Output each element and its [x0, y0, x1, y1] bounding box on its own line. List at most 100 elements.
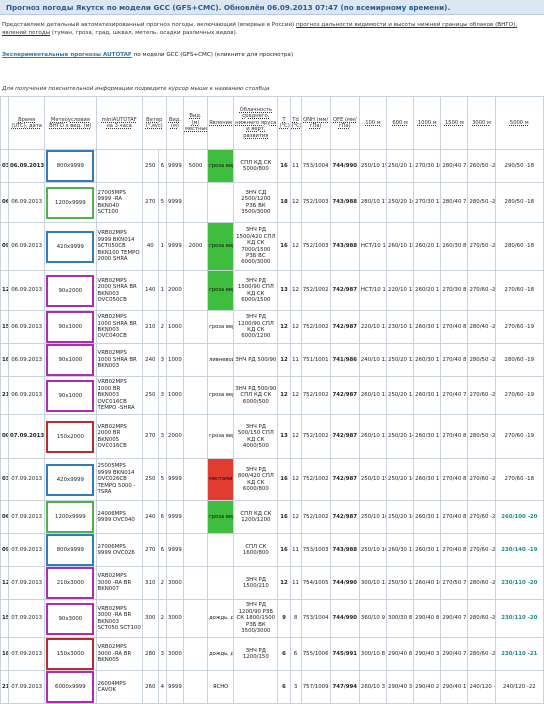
wind-level-cell: 270/40 8 — [440, 343, 469, 377]
met-box[interactable]: 420x9999 — [46, 463, 95, 496]
met-box[interactable]: 6000x9999 — [46, 671, 95, 703]
phenomenon-cell: гроза вер.40% местами ливневой дождь, ды… — [207, 310, 235, 344]
met-box[interactable]: 800x9999 — [46, 534, 95, 566]
col-header[interactable] — [0, 96, 10, 150]
visibility-local-cell — [182, 637, 209, 671]
col-header[interactable]: Вид. (м) — [165, 96, 184, 150]
taf-cell — [95, 149, 143, 183]
phenomenon-cell: дождь, дымка — [207, 637, 235, 671]
dewpoint-cell: 8 — [289, 599, 302, 638]
temp-cell: 13 — [277, 414, 291, 459]
wind-level-cell: 230/140 -19 — [494, 533, 544, 567]
phenomenon-cell: гроза вер.40% местами ливневой дождь, ды… — [207, 270, 235, 311]
met-cell: 90x1000 — [44, 376, 97, 415]
col-header[interactable]: Облачность среднего, нижнего яруса и вер… — [233, 96, 279, 150]
col-header[interactable]: Метеоусловия ВНГО x вид. (м) — [44, 96, 97, 150]
col-header[interactable]: 1500 м — [440, 96, 469, 150]
met-box[interactable]: 1200x9999 — [46, 501, 95, 533]
wind-speed-cell: 3 — [157, 637, 167, 671]
qfe-cell: 742/987 — [329, 500, 360, 534]
taf-cell: VRB02MPS 3000 -RA BR BKN007 — [95, 566, 143, 600]
cloud-cell: СПЛ СК 1600/800 — [233, 533, 279, 567]
date-cell: 07.09.2013 — [8, 670, 46, 704]
hour-cell: 18 — [0, 343, 10, 377]
met-cell: 150x3000 — [44, 637, 97, 671]
wind-dir-cell: 250 — [141, 376, 159, 415]
met-box[interactable]: 800x9999 — [46, 150, 95, 182]
wind-level-cell: 230/110 -20 — [494, 566, 544, 600]
visibility-local-cell — [182, 376, 209, 415]
col-header[interactable]: 5000 м — [494, 96, 544, 150]
wind-level-cell: 250/20 12 — [386, 376, 415, 415]
col-header[interactable]: Ветер (°,м/с) — [141, 96, 167, 150]
met-box[interactable]: 90x3000 — [46, 602, 95, 635]
col-header[interactable]: 3000 м — [467, 96, 496, 150]
qfe-cell: 742/987 — [329, 458, 360, 501]
wind-level-cell: 290/40 3 — [413, 637, 442, 671]
col-header[interactable]: 600 м — [386, 96, 415, 150]
qfe-cell: 747/994 — [329, 670, 360, 704]
intro-link-phenomena[interactable]: , явлений погоды — [2, 22, 518, 36]
dewpoint-cell: 12 — [289, 458, 302, 501]
phenomenon-cell — [207, 566, 235, 600]
wind-level-cell: 290/50 -18 — [494, 149, 544, 183]
qfe-cell: 742/987 — [329, 414, 360, 459]
wind-level-cell: 260/10 13 — [358, 376, 388, 415]
intro-link-visibility[interactable]: прогноз дальности видимости и высоты ниж… — [295, 22, 516, 28]
met-box[interactable]: 420x9999 — [46, 230, 95, 263]
col-header[interactable]: Явление — [207, 96, 235, 150]
qfe-cell: 743/988 — [329, 222, 360, 271]
col-header[interactable]: miniAUTOTAF на 3 часа — [95, 96, 143, 150]
hour-cell: 15 — [0, 310, 10, 344]
met-box[interactable]: 210x3000 — [46, 567, 95, 599]
met-box[interactable]: 150x3000 — [46, 638, 95, 670]
date-cell: 06.09.2013 — [8, 149, 46, 183]
met-box[interactable]: 150x2000 — [46, 420, 95, 453]
date-cell: 07.09.2013 — [8, 458, 46, 501]
cloud-cell: СПЛ КД СК 1200/1200 — [233, 500, 279, 534]
temp-cell: 12 — [277, 376, 291, 415]
cloud-cell: ЗНЧ РД 500/90 — [233, 343, 279, 377]
visibility-local-cell: 2000 — [182, 222, 209, 271]
wind-level-cell: 260/10 13 — [358, 414, 388, 459]
wind-speed-cell: 5 — [157, 458, 167, 501]
hour-cell: 12 — [0, 270, 10, 311]
wind-level-cell: 270/60 -18 — [494, 270, 544, 311]
wind-level-cell: 260/30 11 — [413, 500, 442, 534]
temp-cell: 13 — [277, 270, 291, 311]
col-header[interactable]: 100 м — [358, 96, 388, 150]
met-cell: 1200x9999 — [44, 500, 97, 534]
dewpoint-cell: 11 — [289, 149, 302, 183]
col-header[interactable]: 1000 м — [413, 96, 442, 150]
wind-level-cell: 230/110 -21 — [494, 637, 544, 671]
met-box[interactable]: 90x1000 — [46, 311, 95, 343]
wind-level-cell: 270/40 8 — [440, 533, 469, 567]
wind-level-cell: 260/30 13 — [386, 533, 415, 567]
col-header[interactable]: Вид. (м) местные* — [182, 96, 209, 150]
met-box[interactable]: 90x2000 — [46, 274, 95, 307]
hour-cell: 09 — [0, 222, 10, 271]
temp-cell: 16 — [277, 500, 291, 534]
cloud-cell: СПЛ КД СК 5000/800 — [233, 149, 279, 183]
qnh-cell: 751/1001 — [300, 343, 331, 377]
wind-level-cell: НСТ/10 16 — [358, 222, 388, 271]
qfe-cell: 742/987 — [329, 270, 360, 311]
hour-cell: 12 — [0, 566, 10, 600]
date-cell: 07.09.2013 — [8, 533, 46, 567]
wind-level-cell: 290/40 8 — [413, 599, 442, 638]
col-header[interactable]: Время (UTC), дата — [8, 96, 46, 150]
wind-level-cell: 270/30 10 — [413, 149, 442, 183]
col-header[interactable]: Td (°C) — [289, 96, 302, 150]
met-box[interactable]: 1200x9999 — [46, 186, 95, 219]
col-header[interactable]: QNH (мм/гПа) — [300, 96, 331, 150]
col-header[interactable]: QFE (мм/гПа) — [329, 96, 360, 150]
met-cell: 90x1000 — [44, 343, 97, 377]
wind-level-cell: 230/10 13 — [386, 310, 415, 344]
col-header[interactable]: T (°C) — [277, 96, 291, 150]
autotaf-link[interactable]: Экспериментальные прогнозы AUTOTAF — [2, 52, 132, 58]
met-cell: 150x2000 — [44, 414, 97, 459]
met-box[interactable]: 90x1000 — [46, 344, 95, 376]
met-box[interactable]: 90x1000 — [46, 379, 95, 412]
